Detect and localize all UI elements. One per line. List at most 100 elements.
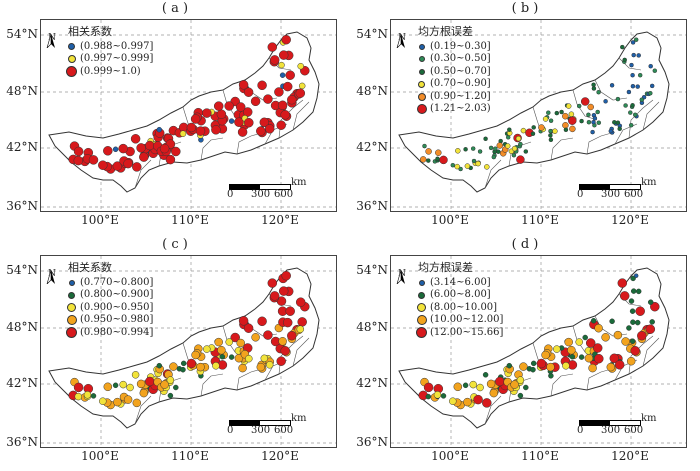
longitude-label: 120°E (611, 449, 649, 463)
district-boundary (200, 373, 224, 397)
station-marker (633, 273, 639, 278)
legend-swatch (418, 43, 425, 50)
latitude-label: 48°N (6, 84, 38, 98)
station-marker (159, 143, 170, 154)
map-frame: N 均方根误差 (3.14~6.00](6.00~8.00](8.00~10.00]… (390, 255, 687, 448)
map-canvas (391, 20, 686, 211)
station-marker (145, 140, 155, 151)
legend-label: (0.19~0.30] (430, 40, 491, 52)
station-marker (563, 127, 569, 133)
district-boundary (484, 395, 502, 425)
station-marker (139, 152, 149, 162)
station-marker (519, 362, 528, 371)
panel-label: ( a ) (161, 1, 189, 16)
legend-item: (1.21~2.03) (416, 103, 491, 116)
station-marker (186, 122, 197, 133)
station-marker (190, 114, 201, 124)
station-marker (113, 397, 122, 407)
station-marker (228, 118, 235, 124)
scale-bar-graphic (229, 184, 291, 190)
legend-item: (0.980~0.994] (66, 326, 154, 340)
north-arrow: N (46, 270, 58, 284)
latitude-label: 42°N (356, 376, 388, 390)
legend-title: 相关系数 (68, 261, 112, 274)
panel-label: ( b ) (511, 1, 539, 16)
station-marker (435, 149, 442, 156)
station-marker (280, 346, 290, 356)
station-marker (531, 125, 536, 130)
station-marker (652, 68, 658, 73)
longitude-label: 100°E (431, 213, 469, 227)
station-marker (278, 286, 289, 296)
station-marker (530, 366, 536, 373)
station-marker (243, 323, 254, 333)
station-marker (630, 83, 636, 89)
station-marker (626, 325, 632, 331)
station-marker (191, 350, 200, 360)
station-marker (99, 397, 107, 405)
station-marker (440, 393, 447, 399)
station-marker (287, 94, 297, 105)
district-boundary (642, 337, 660, 367)
station-marker (298, 82, 306, 90)
legend-item: (0.988~0.997] (68, 41, 153, 54)
latitude-label: 54°N (6, 263, 38, 277)
legend-label: (0.980~0.994] (80, 326, 154, 338)
station-marker (132, 398, 142, 408)
station-marker (596, 120, 602, 125)
station-marker (267, 278, 278, 288)
latitude-label: 48°N (356, 320, 388, 334)
legend: 均方根误差 (3.14~6.00] (6.00~8.00] (8.00~10.00](… (416, 261, 503, 340)
station-marker (216, 109, 227, 119)
station-marker (628, 110, 633, 115)
longitude-label: 110°E (521, 213, 559, 227)
station-marker (202, 108, 212, 118)
district-boundary (484, 159, 502, 189)
station-marker (278, 337, 287, 346)
station-marker (132, 162, 142, 172)
station-marker (606, 362, 616, 372)
map-canvas (391, 256, 686, 447)
north-arrow: N (396, 270, 408, 284)
station-marker (511, 152, 517, 158)
station-marker (112, 382, 119, 389)
station-marker (74, 392, 83, 401)
station-marker (635, 288, 642, 295)
legend-item: (12.00~15.66] (416, 327, 503, 340)
station-marker (629, 338, 636, 345)
station-marker (281, 34, 291, 45)
station-marker (496, 149, 501, 154)
legend-swatch (418, 56, 425, 63)
legend-item: (0.800~0.900] (68, 289, 153, 302)
scale-tick-label: 0 (227, 189, 234, 200)
station-marker (276, 120, 286, 130)
map-frame: N 相关系数 (0.770~0.800](0.800~0.900](0.900~0.… (40, 255, 337, 448)
station-marker (506, 362, 513, 369)
station-marker (230, 332, 240, 343)
station-marker (257, 316, 267, 327)
station-marker (564, 337, 573, 347)
station-marker (615, 96, 621, 102)
station-marker (450, 162, 456, 168)
station-marker (520, 127, 527, 134)
scale-tick-label: 300 (251, 425, 271, 436)
station-marker (630, 346, 640, 356)
station-marker (554, 110, 560, 116)
station-marker (98, 160, 108, 170)
legend-swatch (66, 327, 77, 339)
legend-swatch (67, 55, 76, 64)
station-marker (617, 126, 622, 132)
station-marker (297, 317, 307, 327)
longitude-label: 100°E (81, 449, 119, 463)
station-marker (552, 128, 558, 134)
station-marker (458, 166, 463, 172)
station-marker (282, 317, 293, 328)
legend-label: (0.997~0.999] (80, 53, 154, 64)
legend-title: 相关系数 (68, 25, 112, 38)
station-marker (435, 156, 440, 162)
station-marker (569, 125, 576, 133)
station-marker (518, 141, 523, 147)
legend-swatch (418, 68, 425, 75)
legend-item: (8.00~10.00] (417, 302, 503, 315)
station-marker (567, 345, 576, 355)
